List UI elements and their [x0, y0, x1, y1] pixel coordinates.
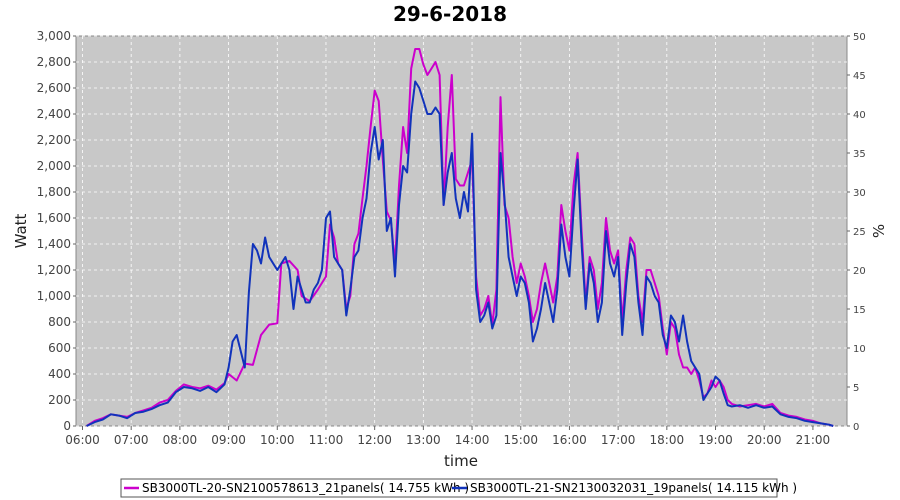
x-tick-label: 12:00: [357, 433, 392, 447]
y-tick-label: 800: [48, 315, 71, 329]
chart-title: 29-6-2018: [393, 2, 507, 26]
x-axis-ticks: 06:00 07:00 08:00 09:00 10:00 11:00 12:00 13:00…: [65, 426, 830, 447]
x-tick-label: 10:00: [260, 433, 295, 447]
x-tick-label: 13:00: [406, 433, 441, 447]
y2-axis-label: %: [870, 224, 888, 238]
x-tick-label: 08:00: [163, 433, 198, 447]
y-tick-label: 1,800: [37, 185, 71, 199]
y2-tick-label: 25: [853, 227, 866, 238]
y2-tick-label: 20: [853, 266, 866, 277]
y-tick-label: 2,200: [37, 133, 71, 147]
y2-axis-ticks: 0 5 10 15 20 25 30 35 40 45 50: [847, 32, 866, 433]
y-tick-label: 1,200: [37, 263, 71, 277]
legend-box: [120, 478, 778, 498]
y2-tick-label: 45: [853, 71, 866, 82]
legend-label-2: SB3000TL-21-SN2130032031_19panels( 14.11…: [470, 481, 797, 495]
y2-tick-label: 40: [853, 110, 866, 121]
y-tick-label: 1,600: [37, 211, 71, 225]
y2-tick-label: 5: [853, 383, 859, 394]
x-tick-label: 16:00: [552, 433, 587, 447]
y2-tick-label: 15: [853, 305, 866, 316]
y-tick-label: 2,600: [37, 81, 71, 95]
legend-label-1: SB3000TL-20-SN2100578613_21panels( 14.75…: [142, 481, 469, 495]
y-tick-label: 3,000: [37, 29, 71, 43]
y-tick-label: 1,400: [37, 237, 71, 251]
y-tick-label: 0: [63, 419, 71, 433]
y-tick-label: 2,800: [37, 55, 71, 69]
y-tick-label: 2,400: [37, 107, 71, 121]
x-tick-label: 09:00: [211, 433, 246, 447]
x-tick-label: 15:00: [503, 433, 538, 447]
x-tick-label: 21:00: [796, 433, 831, 447]
y2-tick-label: 50: [853, 32, 866, 43]
x-tick-label: 07:00: [114, 433, 149, 447]
grid-lines: [76, 35, 847, 427]
x-tick-label: 14:00: [455, 433, 490, 447]
series-lines: [86, 48, 834, 427]
x-tick-label: 11:00: [309, 433, 344, 447]
y-tick-label: 200: [48, 393, 71, 407]
y2-tick-label: 0: [853, 422, 859, 433]
y-tick-label: 400: [48, 367, 71, 381]
y2-tick-label: 35: [853, 149, 866, 160]
y2-tick-label: 10: [853, 344, 866, 355]
y-axis-label: Watt: [12, 213, 30, 248]
y-tick-label: 600: [48, 341, 71, 355]
y-tick-label: 2,000: [37, 159, 71, 173]
plot-area: [75, 35, 848, 427]
x-tick-label: 06:00: [65, 433, 100, 447]
series-line-2: [86, 80, 834, 427]
x-tick-label: 20:00: [747, 433, 782, 447]
x-tick-label: 19:00: [698, 433, 733, 447]
y2-tick-label: 30: [853, 188, 866, 199]
x-tick-label: 17:00: [601, 433, 636, 447]
y-tick-label: 1,000: [37, 289, 71, 303]
x-tick-label: 18:00: [650, 433, 685, 447]
x-axis-label: time: [444, 452, 478, 470]
y-axis-ticks: 0 200 400 600 800 1,000 1,200 1,400 1,600 1,800 2,…: [37, 29, 76, 433]
legend: SB3000TL-20-SN2100578613_21panels( 14.75…: [120, 478, 797, 498]
